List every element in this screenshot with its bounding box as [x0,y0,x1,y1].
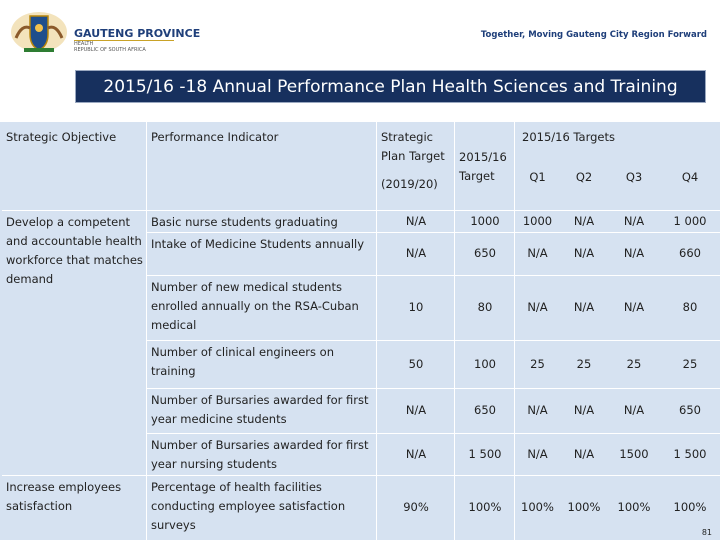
header-objective: Strategic Objective [6,130,117,144]
row-rule [147,340,720,341]
value-cell: 25 [682,356,698,371]
header-quarter: Q1 [529,170,546,184]
value-cell: 1 500 [468,446,502,461]
value-cell: 660 [679,246,701,260]
header-strategic-target: Strategic Plan Target [381,130,445,163]
header-target: 2015/16 Target [459,150,507,183]
value-cell: N/A [573,213,595,228]
objective: Increase employees satisfaction [6,480,122,513]
value-cell: N/A [527,300,548,314]
logo-rule [74,40,174,41]
value-cell: 10 [408,300,424,314]
column-rule [376,122,377,540]
indicator: Basic nurse students graduating [151,215,338,229]
page-number: 81 [701,528,712,537]
header-quarter: Q2 [575,170,593,184]
value-cell: N/A [405,446,427,461]
value-cell: 100% [567,500,601,514]
value-cell: 1000 [470,213,500,228]
value-cell: 650 [474,403,496,417]
column-rule [146,122,147,540]
value-cell: N/A [573,403,595,417]
header-quarter: Q3 [625,170,643,184]
header-quarterly: 2015/16 Targets [522,130,615,144]
objective-rule [2,475,147,476]
value-cell: 100% [521,500,554,514]
value-cell: N/A [405,403,427,417]
value-cell: 25 [530,356,545,371]
column-rule [514,122,515,540]
header-strategic-period: (2019/20) [381,177,438,191]
table [0,122,720,540]
logo-title: GAUTENG PROVINCE [74,27,201,40]
value-cell: 100 [474,356,496,371]
indicator: Number of clinical engineers on training [151,345,335,378]
indicator: Intake of Medicine Students annually [151,237,365,251]
value-cell: N/A [573,300,595,314]
column-rule [454,122,455,540]
value-cell: 100% [617,500,651,514]
header-indicator: Performance Indicator [151,130,279,144]
header-quarter: Q4 [681,170,699,184]
logo-dept: HEALTH [74,41,94,47]
value-cell: 650 [474,246,496,260]
value-cell: 1 000 [673,213,707,228]
logo-country: REPUBLIC OF SOUTH AFRICA [74,47,146,53]
row-rule [147,232,720,233]
indicator: Number of Bursaries awarded for first ye… [151,393,369,426]
value-cell: 1500 [619,446,649,461]
value-cell: 25 [576,356,592,371]
row-rule [147,388,720,389]
logo-crest [11,12,67,52]
title-bar: 2015/16 -18 Annual Performance Plan Heal… [75,70,706,103]
row-rule [147,475,720,476]
tagline: Together, Moving Gauteng City Region For… [480,30,707,40]
value-cell: N/A [623,246,645,260]
value-cell: N/A [573,246,595,260]
row-rule [147,433,720,434]
value-cell: N/A [527,403,548,417]
value-cell: N/A [623,300,645,314]
indicator: Percentage of health facilities conducti… [151,480,346,532]
header-rule [2,210,720,211]
value-cell: 1 500 [673,446,707,461]
indicator: Number of new medical students enrolled … [151,280,359,332]
value-cell: N/A [623,213,645,228]
value-cell: 90% [403,500,429,514]
value-cell: 25 [626,356,642,371]
value-cell: N/A [527,446,548,461]
value-cell: N/A [405,246,427,260]
value-cell: 100% [673,500,707,514]
value-cell: 100% [468,500,502,514]
objective: Develop a competent and accountable heal… [6,215,143,286]
indicator: Number of Bursaries awarded for first ye… [151,438,369,471]
value-cell: 650 [679,403,701,417]
value-cell: 1000 [522,213,553,228]
row-rule [147,275,720,276]
value-cell: N/A [573,446,595,461]
value-cell: N/A [527,246,548,260]
value-cell: 80 [682,300,698,314]
value-cell: N/A [623,403,645,417]
value-cell: 50 [408,356,424,371]
value-cell: 80 [477,300,493,314]
value-cell: N/A [405,213,427,228]
